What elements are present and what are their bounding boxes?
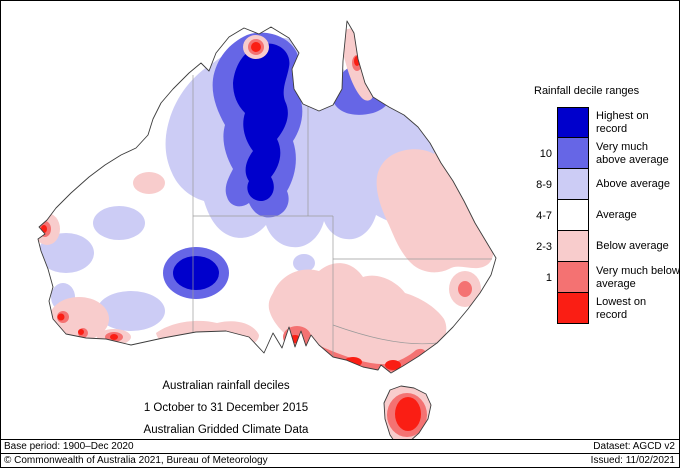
legend-swatch xyxy=(557,200,589,231)
legend-decile: 4-7 xyxy=(536,209,552,222)
legend-row: Highest on record xyxy=(528,107,679,138)
legend-row: 2-3 Below average xyxy=(528,231,679,262)
legend-swatch xyxy=(557,262,589,293)
decile-region-highest-on-record xyxy=(173,43,290,290)
legend-label: Very much below average xyxy=(596,265,680,290)
legend-label: Below average xyxy=(596,240,669,253)
legend-label: Lowest on record xyxy=(596,296,647,321)
copyright-text: © Commonwealth of Australia 2021, Bureau… xyxy=(4,455,268,466)
base-period-text: Base period: 1900–Dec 2020 xyxy=(4,441,134,452)
footer-row-copyright: © Commonwealth of Australia 2021, Bureau… xyxy=(1,453,679,467)
legend: Rainfall decile ranges Highest on record… xyxy=(528,85,680,324)
legend-decile: 2-3 xyxy=(536,240,552,253)
map-subtitle-source: Australian Gridded Climate Data xyxy=(143,424,309,436)
state-borders xyxy=(192,75,492,357)
legend-swatch xyxy=(557,293,589,324)
legend-row: 8-9 Above average xyxy=(528,169,679,200)
footer-row-meta: Base period: 1900–Dec 2020 Dataset: AGCD… xyxy=(1,439,679,453)
legend-row: 4-7 Average xyxy=(528,200,679,231)
legend-row: 1 Very much below average xyxy=(528,262,680,293)
issued-text: Issued: 11/02/2021 xyxy=(590,455,675,466)
dataset-text: Dataset: AGCD v2 xyxy=(593,441,675,452)
legend-label: Very much above average xyxy=(596,141,669,166)
mainland-coastline xyxy=(37,20,497,374)
legend-row: Lowest on record xyxy=(528,293,679,324)
legend-swatch xyxy=(557,231,589,262)
map-title: Australian rainfall deciles xyxy=(162,380,290,392)
legend-row: 10 Very much above average xyxy=(528,138,679,169)
legend-label: Highest on record xyxy=(596,110,649,135)
footer: Base period: 1900–Dec 2020 Dataset: AGCD… xyxy=(1,439,679,467)
legend-swatch xyxy=(557,169,589,200)
legend-decile: 10 xyxy=(539,147,552,160)
legend-title: Rainfall decile ranges xyxy=(534,85,640,97)
map-subtitle-period: 1 October to 31 December 2015 xyxy=(143,402,309,414)
legend-decile: 8-9 xyxy=(536,178,552,191)
legend-decile: 1 xyxy=(545,271,552,284)
map-title-block: Australian rainfall deciles 1 October to… xyxy=(71,375,381,441)
legend-label: Average xyxy=(596,209,637,222)
legend-swatch xyxy=(557,107,589,138)
tasmania-coastline xyxy=(383,385,432,446)
legend-swatch xyxy=(557,138,589,169)
legend-label: Above average xyxy=(596,178,670,191)
